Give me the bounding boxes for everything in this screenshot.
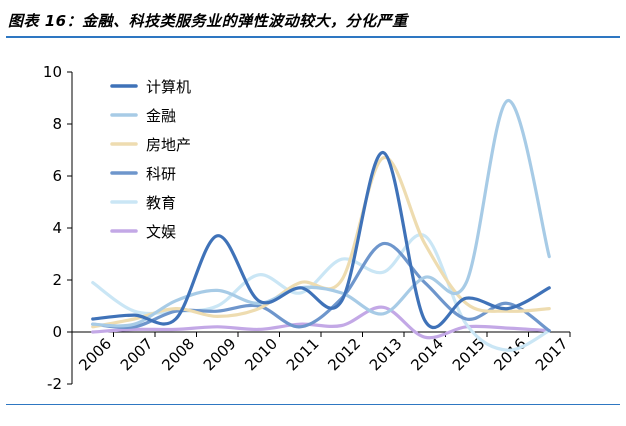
series-line [91, 156, 551, 329]
chart-series [91, 98, 551, 352]
x-tick-label: 2012 [324, 335, 364, 375]
legend-label: 计算机 [146, 78, 191, 96]
y-tick-label: 8 [52, 115, 62, 133]
y-tick-label: -2 [47, 375, 62, 393]
x-tick-label: 2010 [241, 335, 281, 375]
y-tick-label: 0 [52, 323, 62, 341]
legend-label: 金融 [146, 107, 176, 125]
y-tick-label: 6 [52, 167, 62, 185]
series-line [91, 241, 551, 333]
x-tick-label: 2008 [158, 335, 198, 375]
bottom-rule [6, 404, 620, 405]
figure-caption-text: 图表 16：金融、科技类服务业的弹性波动较大，分化严重 [8, 12, 408, 30]
series-line [91, 151, 551, 330]
x-tick-label: 2009 [200, 335, 240, 375]
y-tick-label: 10 [43, 63, 62, 81]
x-tick-label: 2014 [407, 335, 447, 375]
legend-label: 房地产 [146, 136, 191, 154]
x-tick-label: 2007 [117, 335, 157, 375]
series-line [91, 98, 551, 328]
figure-caption: 图表 16：金融、科技类服务业的弹性波动较大，分化严重 [6, 4, 620, 38]
legend-label: 科研 [146, 165, 176, 183]
y-tick-label: 2 [52, 271, 62, 289]
x-tick-label: 2017 [532, 335, 572, 375]
x-tick-label: 2006 [75, 335, 115, 375]
x-tick-label: 2011 [283, 335, 323, 375]
x-tick-label: 2013 [366, 335, 406, 375]
legend-label: 教育 [146, 194, 176, 212]
x-tick-label: 2016 [490, 335, 530, 375]
legend-label: 文娱 [146, 223, 176, 241]
y-tick-label: 4 [52, 219, 62, 237]
